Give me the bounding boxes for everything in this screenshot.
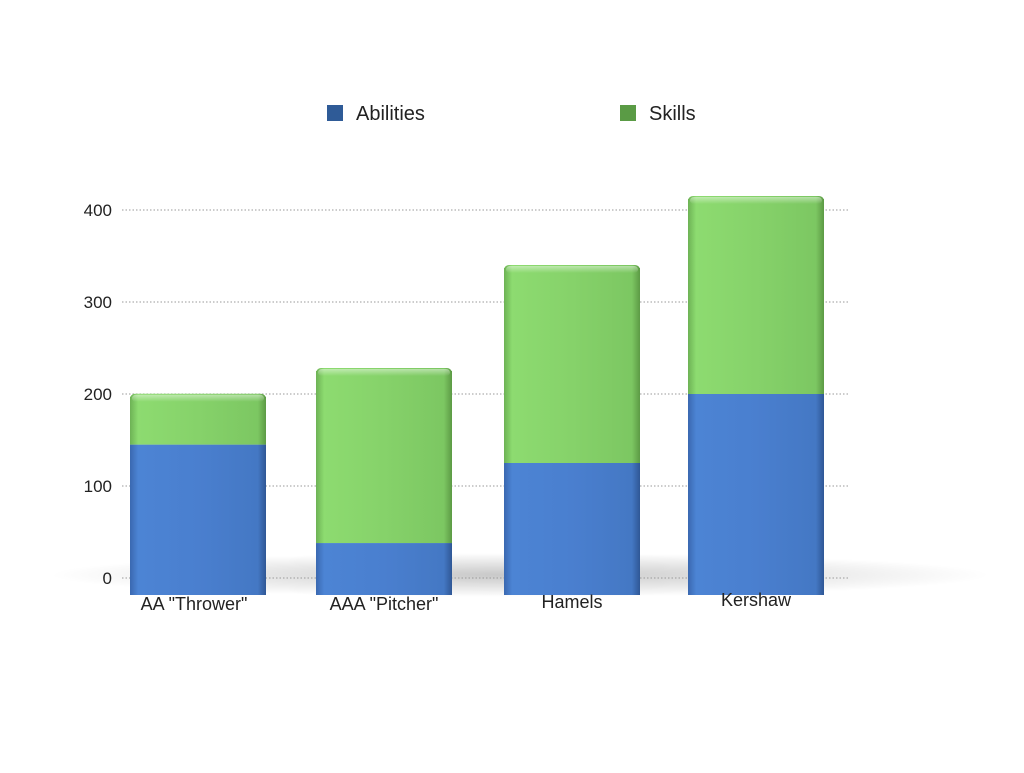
- bar-top-highlight: [132, 394, 264, 402]
- legend-swatch-skills: [620, 105, 636, 121]
- y-tick-label: 200: [84, 385, 112, 404]
- bar-segment-abilities: [688, 394, 824, 595]
- legend-label-abilities: Abilities: [356, 103, 425, 125]
- x-tick-label: Hamels: [541, 592, 602, 612]
- x-tick-label: Kershaw: [721, 590, 792, 610]
- bar-segment-abilities: [130, 444, 266, 595]
- bar-segment-skills: [504, 267, 640, 463]
- bar-segment-skills: [316, 371, 452, 544]
- bar-segment-skills: [130, 396, 266, 445]
- bar-top-highlight: [506, 265, 638, 273]
- y-tick-label: 300: [84, 293, 112, 312]
- bar-top-highlight: [318, 369, 450, 376]
- x-tick-label: AAA "Pitcher": [330, 594, 439, 614]
- bar-top-highlight: [690, 196, 822, 204]
- legend-label-skills: Skills: [649, 103, 696, 125]
- bar-segment-abilities: [316, 543, 452, 595]
- y-tick-label: 0: [103, 569, 112, 588]
- bar-segment-abilities: [504, 463, 640, 595]
- bar-segment-skills: [688, 198, 824, 394]
- y-tick-label: 100: [84, 477, 112, 496]
- x-tick-label: AA "Thrower": [141, 594, 248, 614]
- y-axis-ticks: 0 100 200 300 400: [84, 201, 112, 588]
- legend: Abilities Skills: [327, 103, 696, 125]
- bars: [130, 195, 824, 595]
- y-tick-label: 400: [84, 201, 112, 220]
- x-axis-labels: AA "Thrower" AAA "Pitcher" Hamels Kershaw: [141, 590, 792, 614]
- legend-swatch-abilities: [327, 105, 343, 121]
